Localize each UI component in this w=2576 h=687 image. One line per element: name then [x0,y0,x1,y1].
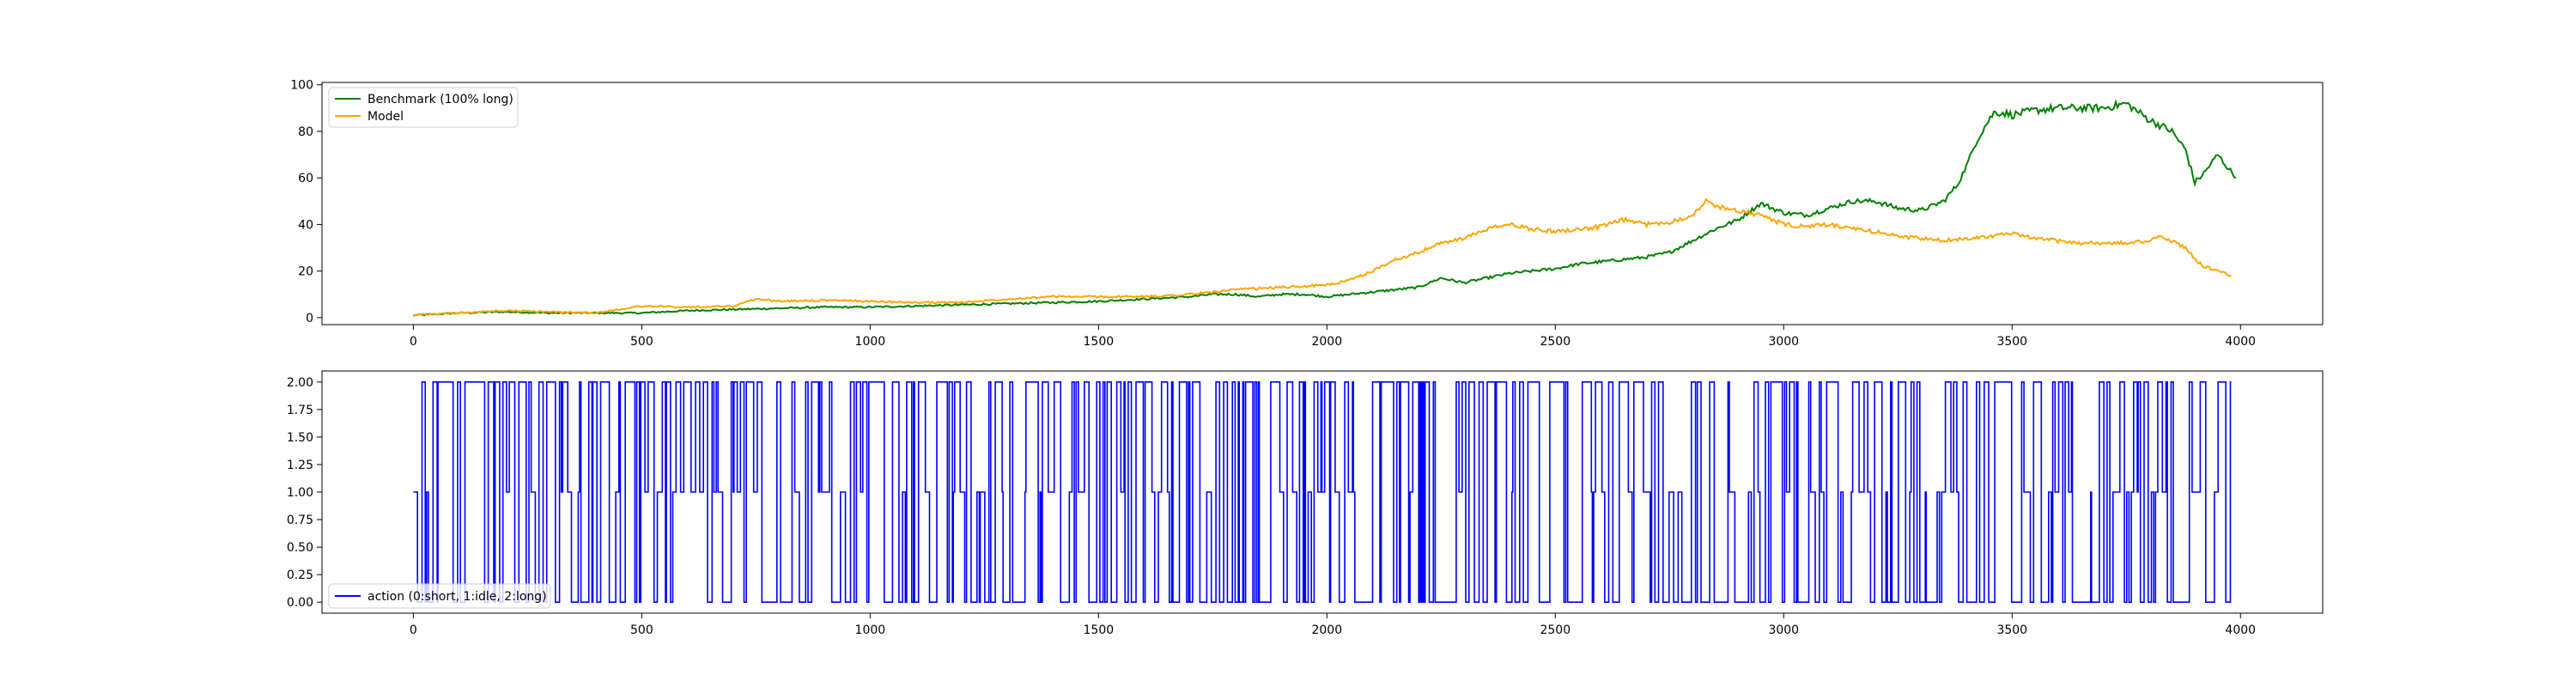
bottom-axes-series [413,381,2232,603]
top-y-tick-label: 0 [306,312,313,325]
bottom-axes-ticks: 0 500 1000 1500 2000 2500 3000 3500 4000 0.00 0.25… [287,376,2256,637]
top-axes-series [413,99,2237,317]
top-y-tick-label: 80 [298,125,313,139]
bottom-x-tick-label: 4000 [2225,623,2256,637]
top-x-tick-label: 3500 [1996,335,2027,349]
bottom-y-tick-label: 0.75 [287,514,313,527]
bottom-y-tick-label: 1.50 [287,431,313,445]
top-x-tick-label: 2000 [1311,335,1342,349]
top-y-tick-label: 100 [290,79,313,93]
bottom-x-tick-label: 1000 [855,623,886,637]
top-y-tick-label: 60 [298,172,313,185]
bottom-y-tick-label: 1.75 [287,404,313,417]
bottom-x-tick-label: 0 [410,623,417,637]
bottom-x-tick-label: 3500 [1996,623,2027,637]
top-y-tick-label: 20 [298,265,313,279]
top-legend-box [328,87,519,128]
bottom-y-tick-label: 0.00 [287,596,313,610]
bottom-subplot: 0 500 1000 1500 2000 2500 3000 3500 4000 0.00 0.25… [287,370,2324,637]
bottom-y-tick-label: 1.25 [287,459,313,472]
top-axes-frame [321,82,2324,325]
top-x-tick-label: 2500 [1540,335,1571,349]
series-line-action [413,381,2232,603]
series-line-benchmark [413,99,2237,317]
bottom-y-tick-label: 0.25 [287,568,313,582]
top-x-tick-label: 3000 [1768,335,1799,349]
top-x-tick-label: 1000 [855,335,886,349]
legend-label-model: Model [368,110,404,124]
top-axes-ticks: 0 500 1000 1500 2000 2500 3000 3500 4000 0 20 40 60 8… [290,79,2256,349]
bottom-y-tick-label: 1.00 [287,486,313,500]
legend-label-benchmark: Benchmark (100% long) [368,93,513,106]
top-x-tick-label: 4000 [2225,335,2256,349]
top-x-tick-label: 1500 [1084,335,1115,349]
top-legend: Benchmark (100% long) Model [328,87,519,128]
bottom-legend-box [328,583,551,609]
bottom-x-tick-label: 500 [630,623,653,637]
series-line-model [413,198,2232,317]
bottom-x-tick-label: 2000 [1311,623,1342,637]
top-subplot: 0 500 1000 1500 2000 2500 3000 3500 4000 0 20 40 60 8… [290,79,2324,349]
bottom-x-tick-label: 1500 [1084,623,1115,637]
bottom-x-tick-label: 3000 [1768,623,1799,637]
top-x-tick-label: 0 [410,335,417,349]
top-x-tick-label: 500 [630,335,653,349]
bottom-legend: action (0:short, 1:idle, 2:long) [328,583,551,609]
bottom-y-tick-label: 2.00 [287,376,313,390]
top-y-tick-label: 40 [298,218,313,232]
bottom-y-tick-label: 0.50 [287,541,313,555]
bottom-x-tick-label: 2500 [1540,623,1571,637]
legend-label-action: action (0:short, 1:idle, 2:long) [368,590,547,604]
